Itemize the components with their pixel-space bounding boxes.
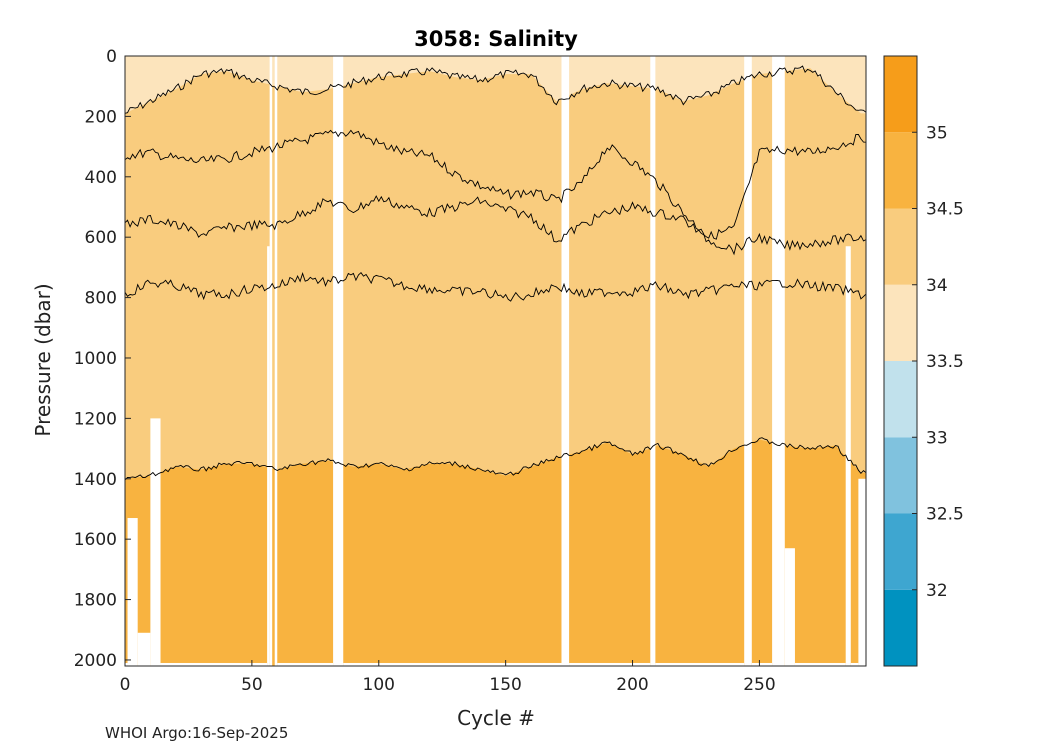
missing-profile-gap bbox=[772, 56, 785, 666]
y-tick-label: 1200 bbox=[74, 409, 117, 429]
below-max-depth bbox=[138, 633, 151, 666]
colorbar-tick-label: 33 bbox=[926, 428, 948, 448]
salinity-section-chart: 3058: Salinity 0 50 100 150 200 250 0 200 400 600… bbox=[0, 0, 1050, 750]
colorbar-swatch bbox=[884, 361, 917, 437]
y-tick-label: 2000 bbox=[74, 651, 117, 671]
colorbar-swatch bbox=[884, 590, 917, 666]
chart-title: 3058: Salinity bbox=[414, 27, 578, 51]
colorbar-tick-label: 34.5 bbox=[926, 200, 964, 220]
x-tick-label: 50 bbox=[241, 675, 263, 695]
y-axis-label: Pressure (dbar) bbox=[31, 283, 55, 436]
missing-profile-gap bbox=[333, 56, 343, 666]
missing-profile-gap bbox=[744, 56, 752, 666]
colorbar-swatch bbox=[884, 132, 917, 208]
y-tick-label: 1400 bbox=[74, 470, 117, 490]
y-tick-label: 400 bbox=[85, 168, 117, 188]
x-tick-label: 150 bbox=[489, 675, 521, 695]
colorbar-swatch bbox=[884, 514, 917, 590]
missing-profile-gap bbox=[561, 56, 569, 666]
plot-area bbox=[125, 56, 866, 666]
colorbar: 32 32.5 33 33.5 34 34.5 35 bbox=[884, 56, 964, 666]
colorbar-swatch bbox=[884, 56, 917, 132]
colorbar-swatch bbox=[884, 209, 917, 285]
below-max-depth bbox=[785, 548, 795, 666]
y-tick-label: 600 bbox=[85, 228, 117, 248]
y-tick-label: 200 bbox=[85, 107, 117, 127]
below-max-depth bbox=[858, 479, 866, 666]
x-tick-label: 250 bbox=[743, 675, 775, 695]
x-tick-label: 100 bbox=[363, 675, 395, 695]
band-intermediate-water bbox=[125, 56, 866, 479]
y-tick-label: 1600 bbox=[74, 530, 117, 550]
below-max-depth bbox=[150, 418, 160, 666]
y-tick-label: 1800 bbox=[74, 591, 117, 611]
y-tick-label: 1000 bbox=[74, 349, 117, 369]
below-max-depth bbox=[267, 246, 270, 666]
colorbar-tick-label: 32.5 bbox=[926, 505, 964, 525]
colorbar-tick-label: 32 bbox=[926, 581, 948, 601]
colorbar-swatch bbox=[884, 285, 917, 361]
colorbar-swatch bbox=[884, 437, 917, 513]
colorbar-tick-label: 33.5 bbox=[926, 352, 964, 372]
below-max-depth bbox=[128, 518, 138, 666]
x-tick-label: 200 bbox=[616, 675, 648, 695]
y-tick-label: 800 bbox=[85, 289, 117, 309]
colorbar-tick-label: 34 bbox=[926, 276, 948, 296]
x-tick-label: 0 bbox=[120, 675, 131, 695]
x-axis-label: Cycle # bbox=[457, 706, 535, 730]
missing-profile-gap bbox=[650, 56, 655, 666]
colorbar-tick-label: 35 bbox=[926, 123, 948, 143]
footer-credit: WHOI Argo:16-Sep-2025 bbox=[105, 724, 288, 742]
y-tick-label: 0 bbox=[106, 47, 117, 67]
